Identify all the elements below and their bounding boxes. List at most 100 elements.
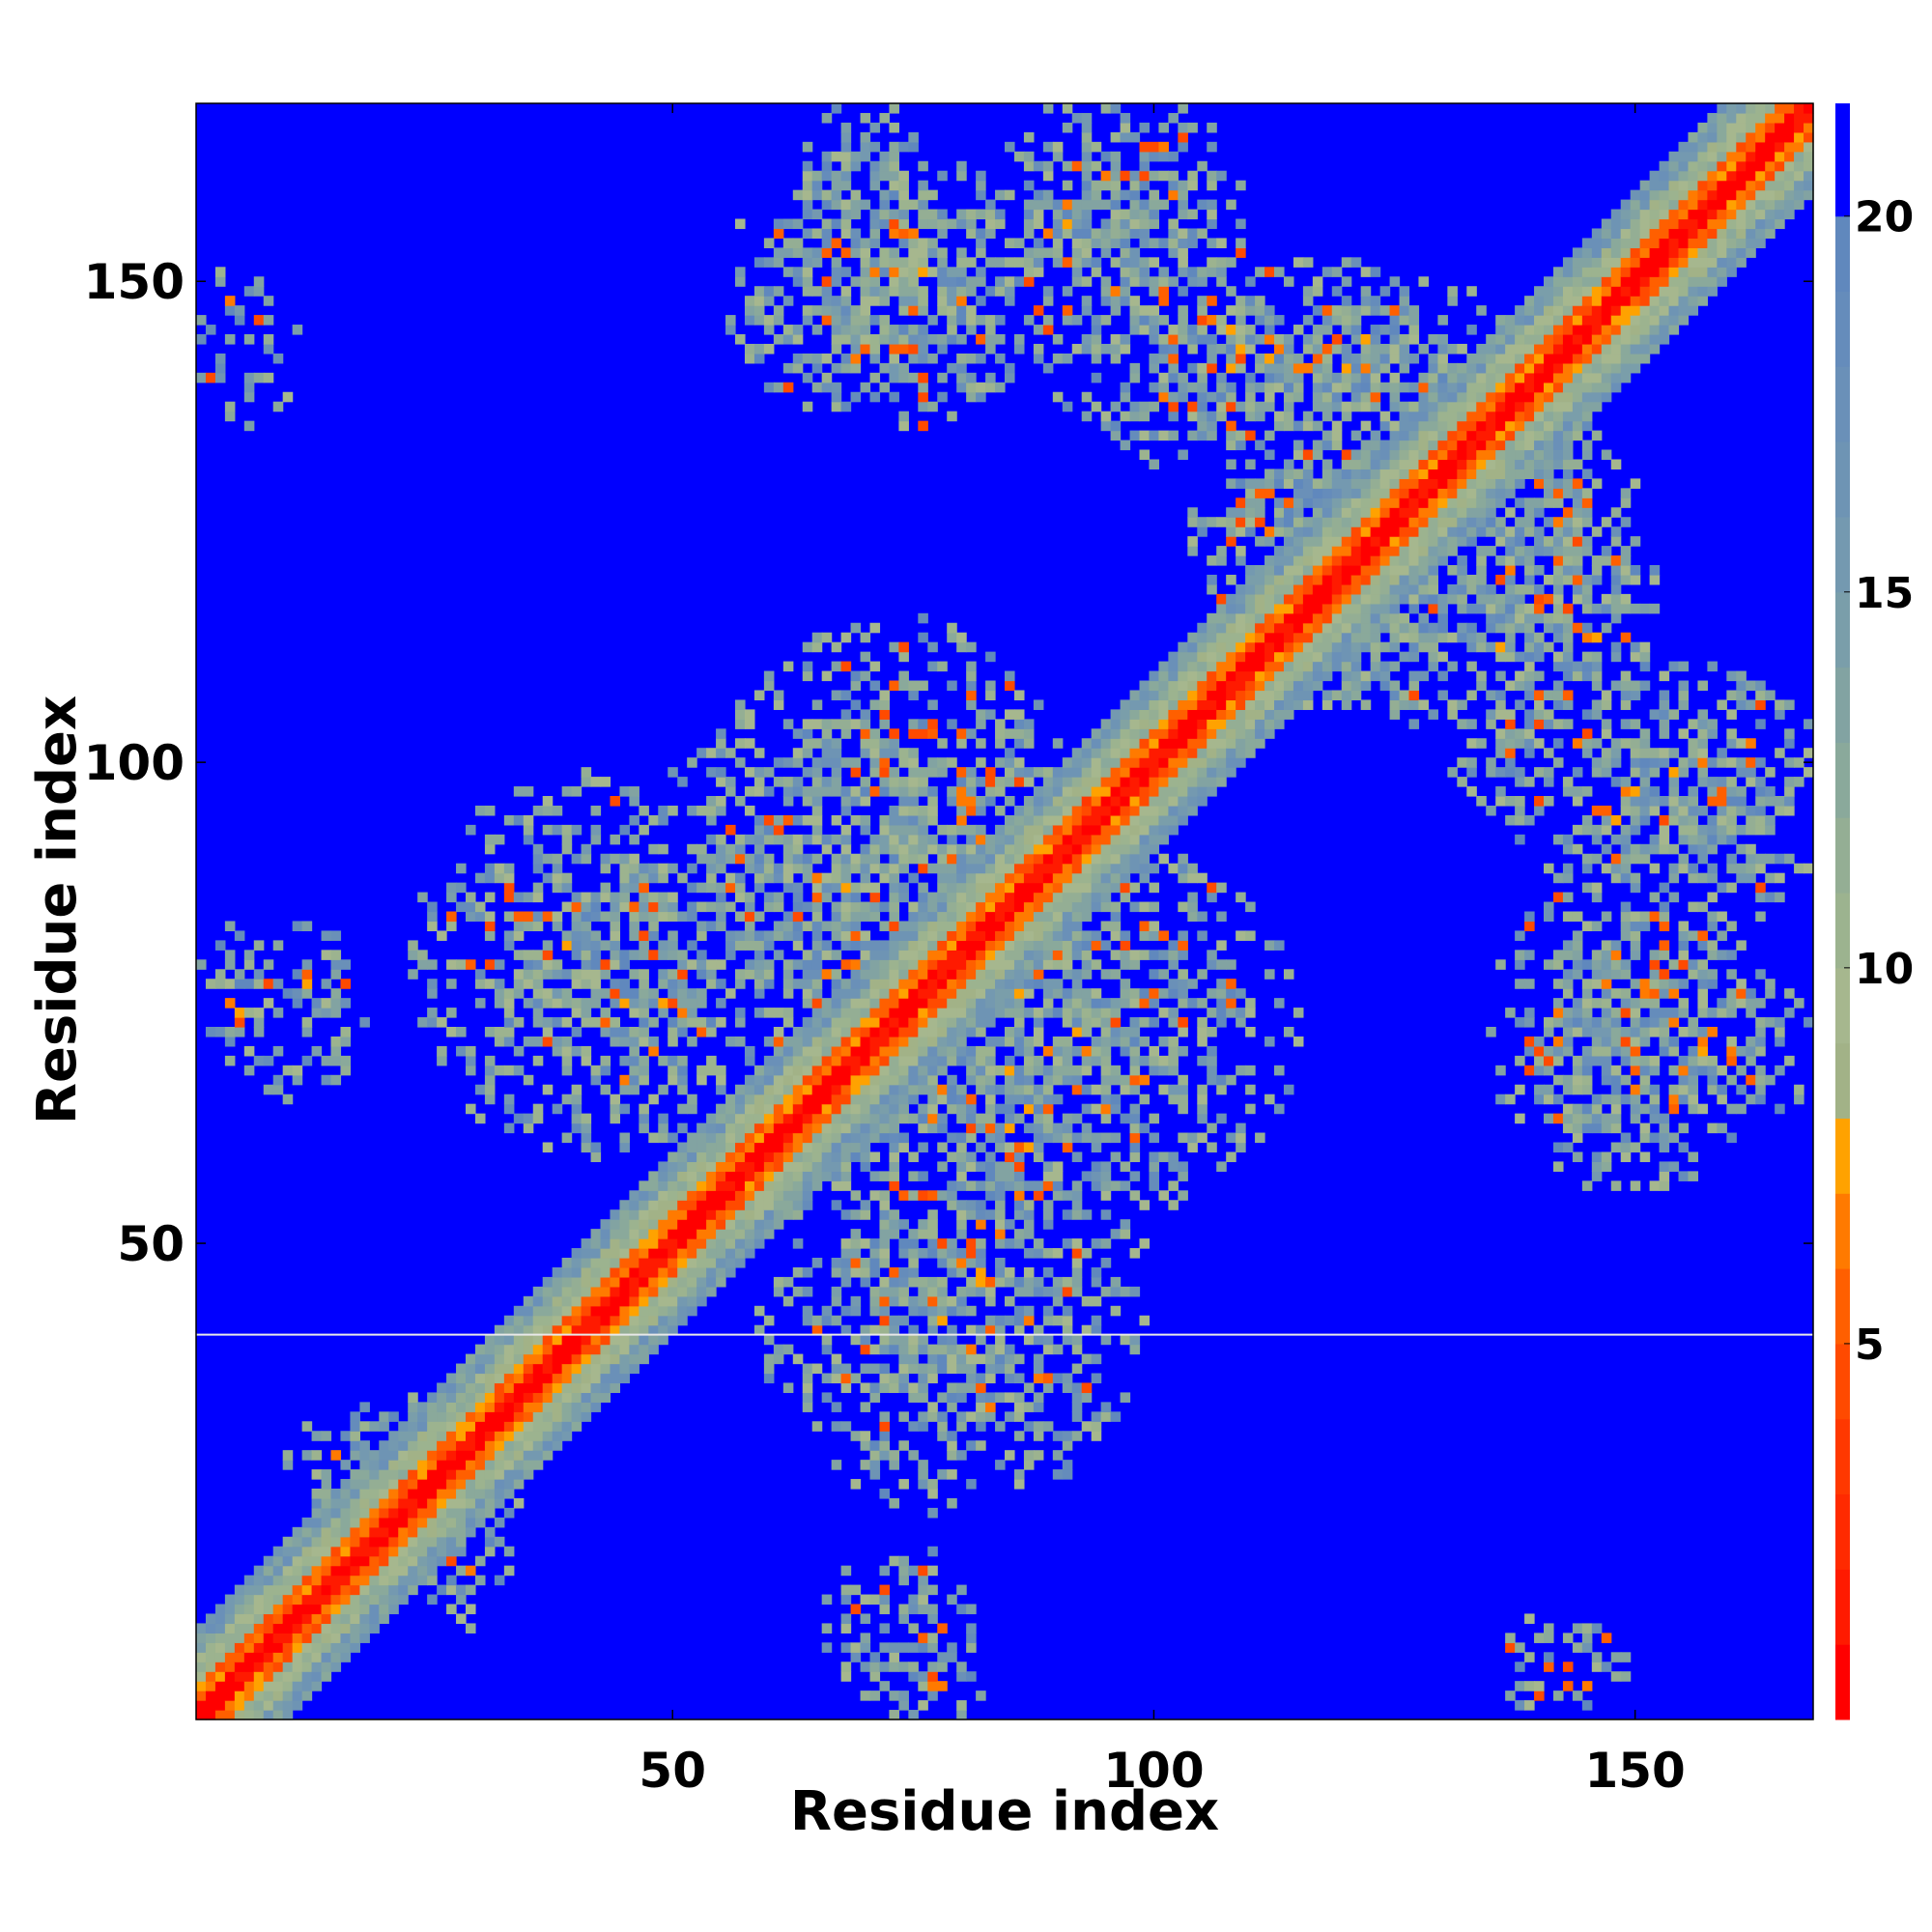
heatmap-cell [840,911,852,923]
heatmap-cell [224,1604,236,1615]
heatmap-cell [648,1180,659,1191]
heatmap-cell [927,1122,938,1134]
heatmap-cell [1197,911,1208,923]
heatmap-cell [725,901,736,913]
heatmap-cell [542,1363,554,1375]
heatmap-cell [947,1295,957,1307]
heatmap-cell [1062,872,1073,884]
heatmap-cell [1052,1315,1064,1326]
heatmap-cell [542,1440,554,1451]
heatmap-cell [889,777,899,787]
heatmap-cell [735,276,746,287]
heatmap-cell [330,998,342,1009]
heatmap-cell [898,1642,909,1653]
heatmap-cell [1110,911,1122,923]
heatmap-cell [648,892,659,903]
heatmap-cell [1187,661,1198,672]
heatmap-cell [1052,353,1064,364]
heatmap-cell [976,979,986,989]
heatmap-cell [619,1142,630,1153]
heatmap-cell [658,843,668,855]
heatmap-cell [937,1036,948,1047]
heatmap-cell [918,728,928,739]
heatmap-cell [956,1382,967,1394]
heatmap-cell [995,719,1006,729]
heatmap-cell [840,334,852,345]
heatmap-cell [1023,1460,1035,1470]
heatmap-cell [860,901,871,913]
heatmap-cell [1005,998,1015,1009]
heatmap-cell [850,1229,862,1239]
heatmap-cell [753,1219,765,1230]
heatmap-cell [937,872,948,884]
heatmap-cell [1005,1036,1015,1047]
heatmap-cell [648,1334,659,1346]
heatmap-cell [1071,940,1083,951]
heatmap-cell [648,1266,659,1278]
heatmap-cell [1071,824,1083,836]
heatmap-cell [1081,180,1093,191]
heatmap-cell [947,1497,957,1509]
heatmap-cell [821,1171,833,1181]
heatmap-cell [253,276,265,287]
heatmap-cell [716,1171,726,1181]
heatmap-cell [1023,1074,1035,1086]
heatmap-cell [1071,1190,1083,1201]
heatmap-cell [466,1517,476,1528]
heatmap-cell [976,1008,986,1018]
heatmap-cell [1023,1045,1035,1057]
heatmap-cell [735,1151,746,1163]
heatmap-cell [1071,998,1083,1009]
heatmap-cell [437,1431,447,1441]
heatmap-cell [937,228,948,240]
heatmap-cell [889,641,899,653]
heatmap-cell [1139,170,1151,182]
heatmap-cell [571,1324,582,1336]
heatmap-cell [263,315,274,326]
heatmap-cell [1158,151,1169,162]
heatmap-cell [1071,786,1083,797]
heatmap-cell [763,1122,775,1134]
heatmap-cell [956,1027,967,1037]
heatmap-cell [388,1536,399,1548]
heatmap-cell [696,988,707,999]
heatmap-cell [1023,979,1035,989]
heatmap-cell [782,1036,794,1047]
heatmap-cell [581,1334,592,1346]
heatmap-cell [773,930,784,941]
heatmap-cell [821,1623,833,1634]
heatmap-cell [658,1132,668,1144]
heatmap-cell [937,1017,948,1028]
heatmap-cell [753,786,765,797]
heatmap-cell [552,1295,563,1307]
heatmap-cell [494,1334,505,1346]
heatmap-cell [1033,1036,1044,1047]
heatmap-cell [947,218,957,230]
heatmap-cell [1052,814,1064,826]
heatmap-cell [1149,362,1160,374]
heatmap-cell [976,353,986,364]
heatmap-cell [542,1276,554,1288]
heatmap-cell [966,921,977,932]
heatmap-cell [513,1373,525,1384]
heatmap-cell [1178,661,1188,672]
heatmap-cell [1178,786,1188,797]
heatmap-cell [1158,334,1169,345]
heatmap-cell [1168,1045,1179,1057]
heatmap-cell [763,979,775,989]
heatmap-cell [234,1623,245,1634]
heatmap-cell [840,160,852,172]
heatmap-cell [782,834,794,845]
heatmap-cell [860,814,871,826]
heatmap-cell [513,1017,525,1028]
heatmap-cell [388,1440,399,1451]
heatmap-cell [243,1642,255,1653]
heatmap-cell [976,315,986,326]
heatmap-cell [658,950,668,960]
heatmap-cell [889,863,899,874]
heatmap-cell [1023,1008,1035,1018]
heatmap-cell [629,1055,639,1066]
heatmap-cell [821,998,833,1009]
heatmap-cell [840,247,852,258]
heatmap-cell [831,401,842,412]
